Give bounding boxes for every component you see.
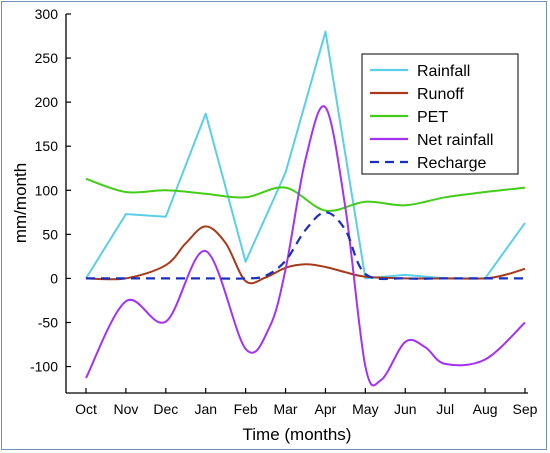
y-tick-label: 250 <box>35 50 59 66</box>
x-tick-label: May <box>352 401 378 417</box>
y-tick-label: 0 <box>50 270 58 286</box>
y-tick-label: -100 <box>30 359 58 375</box>
y-tick-label: 100 <box>35 182 59 198</box>
x-tick-label: Oct <box>75 401 97 417</box>
legend-box <box>361 53 519 175</box>
x-tick-label: Jun <box>394 401 417 417</box>
y-tick-label: -50 <box>38 314 58 330</box>
y-tick-label: 150 <box>35 138 59 154</box>
legend-label-pet: PET <box>417 109 448 126</box>
x-tick-label: Aug <box>473 401 498 417</box>
series-line-net-rainfall <box>85 105 526 387</box>
x-tick-label: Jul <box>436 401 454 417</box>
legend-label-net-rainfall: Net rainfall <box>417 132 493 149</box>
series-line-runoff <box>85 225 526 285</box>
legend-label-runoff: Runoff <box>417 86 464 103</box>
series-line-recharge <box>86 211 525 281</box>
legend-label-rainfall: Rainfall <box>417 63 470 80</box>
series-line-pet <box>85 177 526 212</box>
x-axis-title: Time (months) <box>243 425 352 444</box>
x-tick-label: Dec <box>153 401 178 417</box>
x-tick-label: Jan <box>194 401 217 417</box>
series-layer <box>85 30 526 387</box>
x-tick-label: Nov <box>113 401 138 417</box>
y-axis-title: mm/month <box>11 163 30 243</box>
y-tick-label: 200 <box>35 94 59 110</box>
axes-layer <box>65 14 528 394</box>
ticks-layer: -100 -50 0 50 100 150 200 250 300 Oct Nov Dec Jan Feb… <box>30 6 538 417</box>
legend: Rainfall Runoff PET Net rainfall Recharge <box>361 53 519 175</box>
x-tick-label: Sep <box>513 401 538 417</box>
x-tick-label: Feb <box>234 401 258 417</box>
x-tick-label: Apr <box>315 401 337 417</box>
x-tick-label: Mar <box>273 401 297 417</box>
y-tick-label: 300 <box>35 6 59 22</box>
legend-label-recharge: Recharge <box>417 155 486 172</box>
y-tick-label: 50 <box>42 226 58 242</box>
